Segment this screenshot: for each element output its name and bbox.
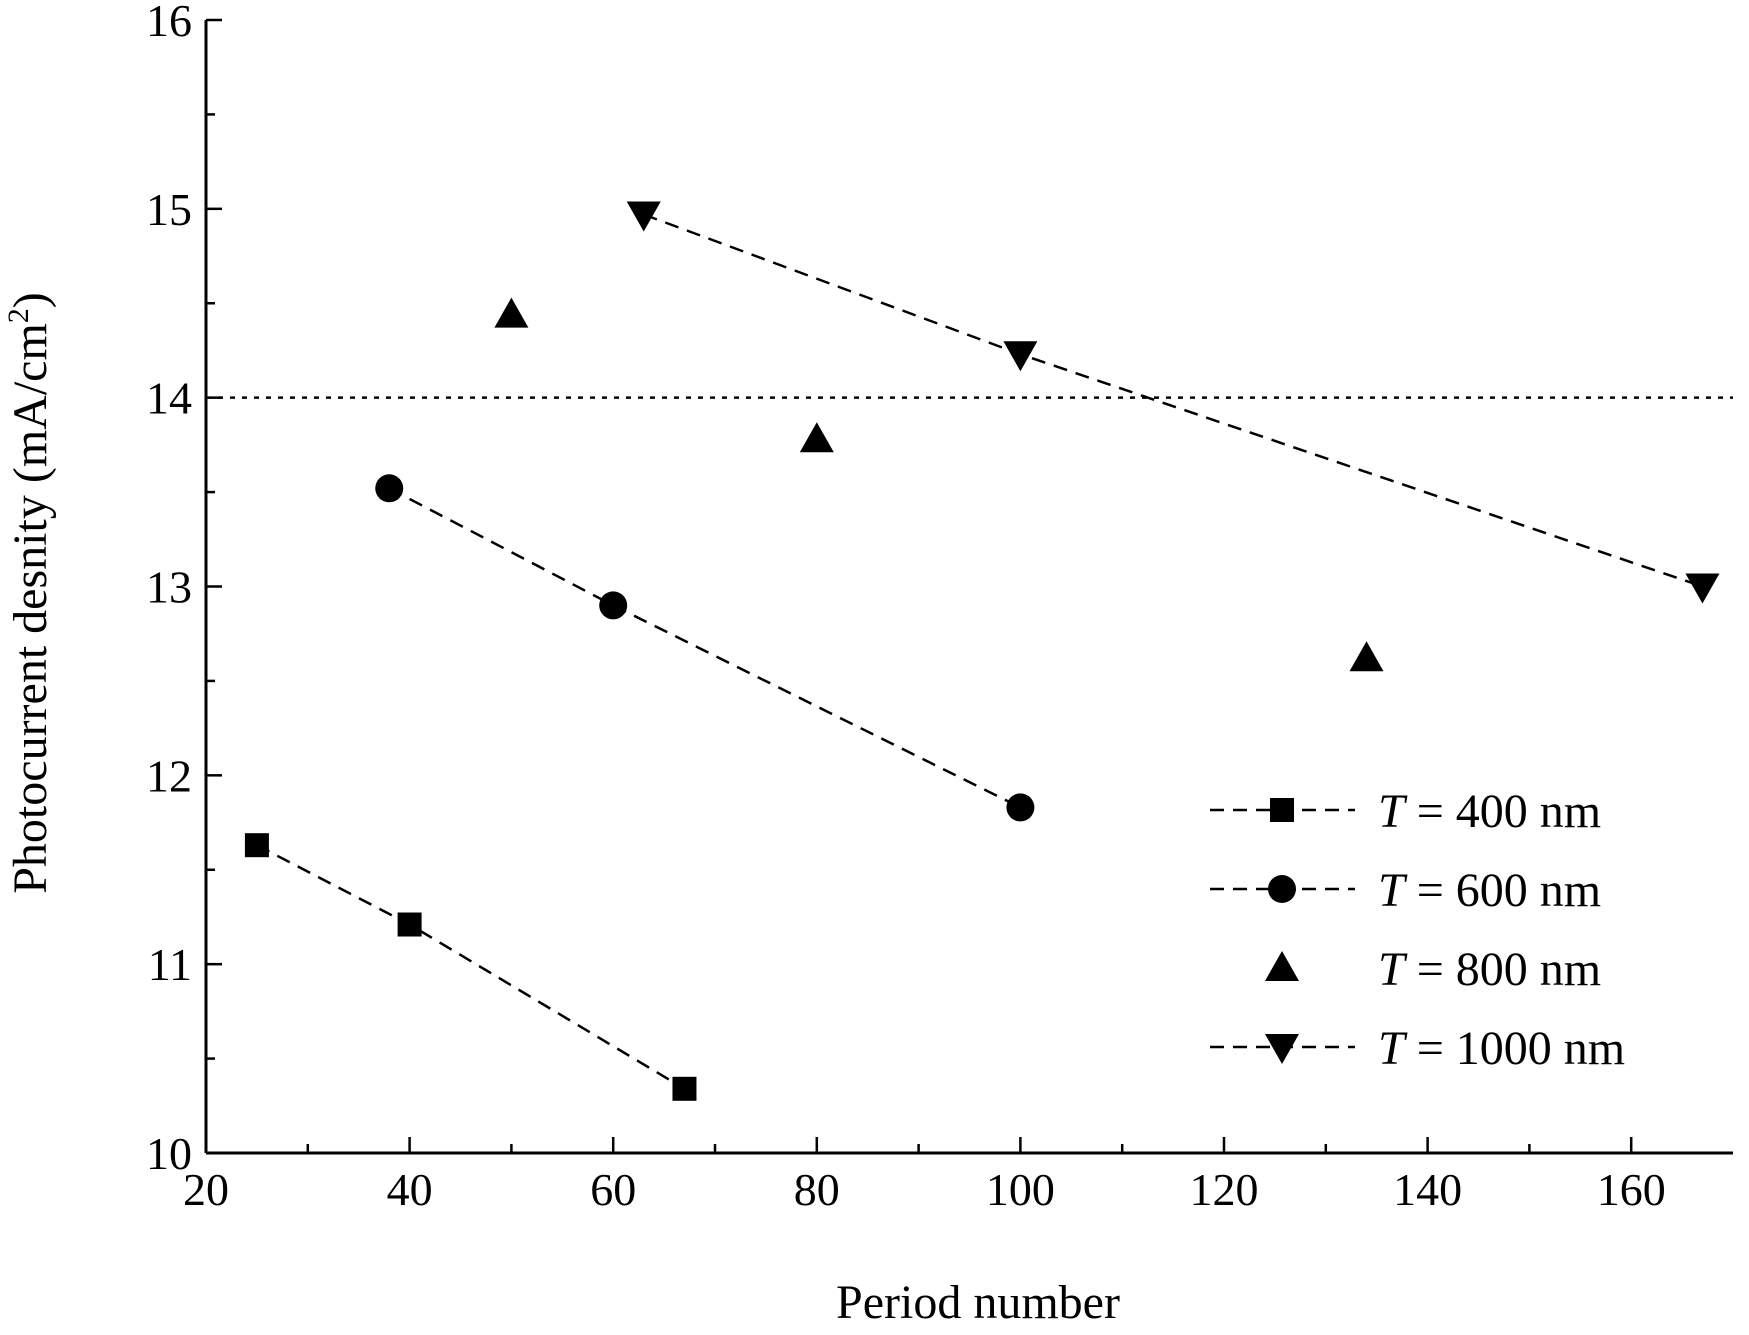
series-4 [626, 201, 1720, 604]
y-tick-label: 10 [146, 1128, 192, 1179]
x-tick-label: 100 [986, 1164, 1055, 1215]
series-line [643, 213, 1703, 588]
series-line [256, 844, 686, 1090]
legend-marker [1265, 951, 1299, 981]
legend-item-3: T = 800 nm [1265, 943, 1601, 996]
data-point [1349, 641, 1384, 672]
y-tick-label: 13 [146, 562, 192, 613]
legend: T = 400 nm T = 600 nm T = 800 nm T = 1000 n… [1210, 785, 1625, 1075]
data-point [1685, 573, 1720, 604]
series-2 [375, 474, 1035, 822]
y-axis-title: Photocurrent desnity (mA/cm2) [2, 292, 57, 894]
series-1 [244, 833, 697, 1101]
series-3 [494, 297, 1384, 672]
y-tick-label: 14 [146, 373, 192, 424]
data-point [375, 474, 404, 503]
data-point [397, 912, 422, 937]
legend-marker [1268, 875, 1296, 903]
legend-item-1: T = 400 nm [1210, 785, 1601, 838]
legend-marker [1265, 1034, 1299, 1064]
legend-label: T = 600 nm [1378, 864, 1601, 917]
data-point [626, 201, 661, 232]
x-axis-title: Period number [836, 1276, 1120, 1329]
x-tick-label: 40 [387, 1164, 433, 1215]
data-point [1003, 341, 1038, 372]
x-tick-label: 140 [1393, 1164, 1462, 1215]
y-tick-label: 11 [148, 939, 192, 990]
legend-item-2: T = 600 nm [1210, 864, 1601, 917]
plot-area: 20 40 60 80 100 120 140 160 10 11 12 13 14 15 16 [146, 0, 1733, 1215]
x-tick-label: 60 [590, 1164, 636, 1215]
data-point [244, 833, 269, 858]
x-tick-label: 160 [1597, 1164, 1666, 1215]
data-point [1006, 793, 1035, 822]
y-tick-label: 12 [146, 750, 192, 801]
data-point [494, 297, 529, 328]
data-point [799, 422, 834, 453]
legend-label: T = 400 nm [1378, 785, 1601, 838]
legend-marker [1270, 798, 1294, 822]
data-point [599, 591, 628, 620]
y-tick-label: 15 [146, 184, 192, 235]
x-tick-label: 80 [794, 1164, 840, 1215]
x-tick-label: 120 [1190, 1164, 1259, 1215]
series-line [388, 487, 1021, 809]
legend-item-4: T = 1000 nm [1210, 1022, 1625, 1075]
y-tick-label: 16 [146, 0, 192, 46]
x-tick-label: 20 [183, 1164, 229, 1215]
data-point [672, 1076, 697, 1101]
legend-label: T = 800 nm [1378, 943, 1601, 996]
legend-label: T = 1000 nm [1378, 1022, 1625, 1075]
